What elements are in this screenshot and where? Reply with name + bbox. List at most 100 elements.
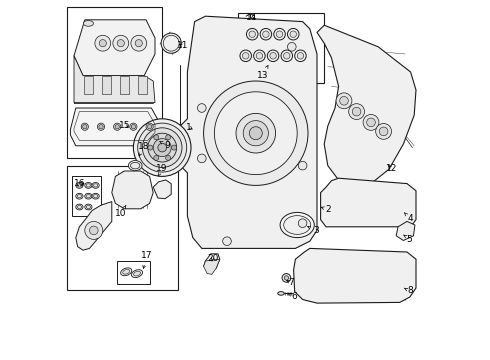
Ellipse shape	[278, 292, 284, 295]
Ellipse shape	[92, 183, 99, 188]
Text: 5: 5	[404, 235, 413, 243]
Ellipse shape	[85, 193, 92, 199]
Circle shape	[256, 53, 263, 59]
Circle shape	[276, 31, 283, 37]
Circle shape	[240, 50, 251, 62]
Ellipse shape	[76, 183, 83, 188]
Text: 13: 13	[257, 66, 268, 80]
Circle shape	[115, 125, 120, 129]
Ellipse shape	[76, 204, 83, 210]
Text: 7: 7	[287, 278, 294, 287]
Circle shape	[298, 161, 307, 170]
Circle shape	[95, 35, 111, 51]
Text: 18: 18	[138, 143, 149, 156]
Ellipse shape	[94, 184, 98, 187]
Circle shape	[166, 135, 171, 140]
Ellipse shape	[280, 212, 314, 238]
Bar	[120, 76, 129, 94]
Polygon shape	[294, 248, 416, 303]
Polygon shape	[320, 178, 416, 227]
Circle shape	[336, 93, 352, 109]
Circle shape	[166, 156, 171, 161]
Text: 8: 8	[404, 287, 413, 295]
Ellipse shape	[86, 184, 91, 187]
Polygon shape	[74, 20, 155, 76]
Circle shape	[270, 53, 276, 59]
Circle shape	[99, 40, 106, 47]
Circle shape	[158, 143, 167, 152]
Circle shape	[249, 127, 262, 140]
Ellipse shape	[94, 194, 98, 198]
Text: 1: 1	[186, 122, 192, 131]
Circle shape	[99, 125, 103, 129]
Circle shape	[131, 125, 136, 129]
Circle shape	[260, 28, 271, 40]
Circle shape	[288, 28, 299, 40]
Circle shape	[130, 123, 137, 130]
Circle shape	[154, 156, 159, 161]
Ellipse shape	[85, 204, 92, 210]
Ellipse shape	[86, 194, 91, 198]
Ellipse shape	[92, 193, 99, 199]
Circle shape	[148, 145, 153, 150]
Circle shape	[268, 50, 279, 62]
Circle shape	[297, 53, 304, 59]
Ellipse shape	[86, 205, 91, 209]
Polygon shape	[204, 254, 220, 269]
Bar	[117, 261, 149, 284]
Circle shape	[147, 125, 152, 129]
Circle shape	[113, 35, 129, 51]
Circle shape	[154, 135, 159, 140]
Circle shape	[290, 31, 296, 37]
Circle shape	[349, 104, 365, 120]
Circle shape	[274, 28, 285, 40]
Ellipse shape	[77, 194, 81, 198]
Circle shape	[263, 31, 269, 37]
Bar	[102, 76, 111, 94]
Circle shape	[204, 81, 308, 185]
Circle shape	[243, 53, 249, 59]
Circle shape	[246, 28, 258, 40]
Text: 20: 20	[207, 254, 218, 263]
Circle shape	[281, 50, 293, 62]
Text: 15: 15	[119, 121, 130, 130]
Circle shape	[215, 92, 297, 175]
Bar	[238, 13, 324, 83]
Text: 10: 10	[115, 206, 126, 217]
Circle shape	[83, 125, 87, 129]
Ellipse shape	[77, 205, 81, 209]
Polygon shape	[396, 221, 415, 240]
Circle shape	[254, 50, 265, 62]
Circle shape	[163, 35, 179, 51]
Ellipse shape	[76, 193, 83, 199]
Circle shape	[197, 154, 206, 163]
Circle shape	[146, 123, 153, 130]
Ellipse shape	[128, 161, 142, 171]
Circle shape	[143, 128, 182, 167]
Bar	[67, 166, 178, 290]
Text: 16: 16	[74, 179, 85, 188]
Text: 9: 9	[160, 141, 171, 150]
Ellipse shape	[134, 271, 141, 276]
Circle shape	[135, 40, 143, 47]
Text: 17: 17	[141, 251, 153, 269]
Circle shape	[284, 53, 290, 59]
Text: 14: 14	[246, 13, 257, 22]
Polygon shape	[71, 108, 159, 146]
Circle shape	[222, 237, 231, 246]
Circle shape	[367, 118, 375, 127]
Circle shape	[153, 139, 171, 157]
Circle shape	[249, 31, 255, 37]
Ellipse shape	[77, 184, 81, 187]
Polygon shape	[112, 171, 153, 209]
Text: 12: 12	[386, 163, 397, 172]
Circle shape	[138, 123, 187, 172]
Circle shape	[133, 119, 191, 176]
Text: 11: 11	[177, 41, 189, 50]
Polygon shape	[153, 180, 171, 199]
Circle shape	[243, 121, 269, 146]
Polygon shape	[317, 25, 416, 187]
Circle shape	[376, 123, 392, 139]
Ellipse shape	[122, 269, 130, 274]
Circle shape	[282, 274, 291, 282]
